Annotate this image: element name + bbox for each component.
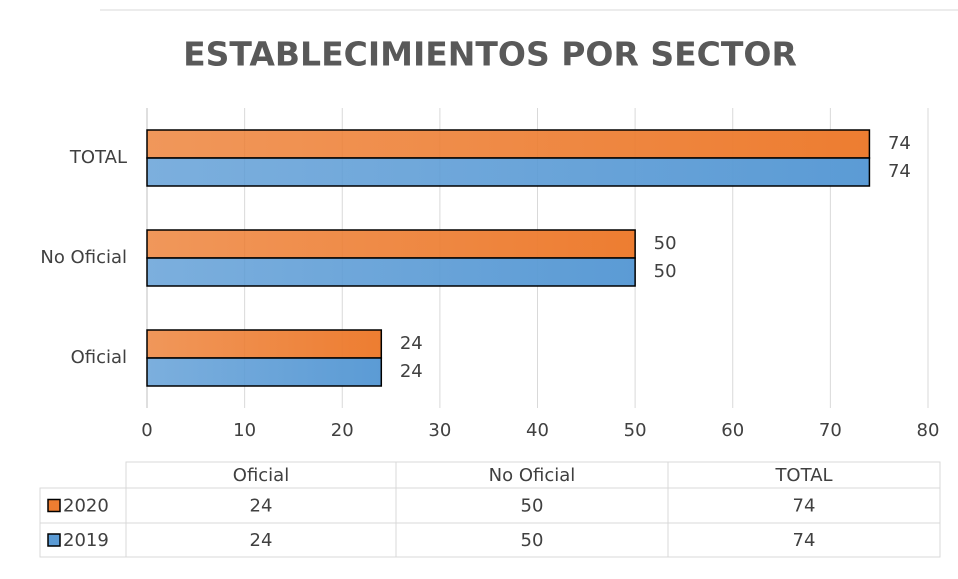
data-label: 50 [654, 261, 677, 282]
table-value: 74 [793, 530, 816, 551]
data-label: 24 [400, 333, 423, 354]
bar [146, 229, 636, 259]
y-tick-label: No Oficial [40, 247, 127, 268]
x-tick-label: 30 [428, 420, 451, 441]
x-tick-label: 60 [721, 420, 744, 441]
table-header: TOTAL [774, 465, 832, 486]
legend-label: 2020 [63, 496, 109, 517]
bar [146, 357, 383, 387]
table-value: 74 [793, 496, 816, 517]
chart-title: ESTABLECIMIENTOS POR SECTOR [183, 35, 797, 74]
legend-swatch [47, 533, 61, 547]
table-value: 24 [250, 530, 273, 551]
table-header: No Oficial [489, 465, 576, 486]
table-header: Oficial [233, 465, 289, 486]
x-tick-label: 0 [141, 420, 152, 441]
bar [146, 129, 871, 159]
data-label: 50 [654, 233, 677, 254]
y-tick-label: TOTAL [69, 147, 127, 168]
table-cell [667, 522, 941, 558]
x-tick-label: 20 [331, 420, 354, 441]
table-value: 24 [250, 496, 273, 517]
table-value: 50 [521, 496, 544, 517]
x-tick-label: 10 [233, 420, 256, 441]
bar [146, 157, 871, 187]
legend-label: 2019 [63, 530, 109, 551]
x-tick-label: 80 [917, 420, 940, 441]
x-tick-label: 70 [819, 420, 842, 441]
table-value: 50 [521, 530, 544, 551]
bar [146, 257, 636, 287]
y-tick-label: Oficial [71, 347, 127, 368]
data-label: 24 [400, 361, 423, 382]
legend-swatch [47, 498, 61, 513]
data-label: 74 [888, 133, 911, 154]
x-tick-label: 50 [624, 420, 647, 441]
bar [146, 329, 383, 359]
x-tick-label: 40 [526, 420, 549, 441]
data-label: 74 [888, 161, 911, 182]
